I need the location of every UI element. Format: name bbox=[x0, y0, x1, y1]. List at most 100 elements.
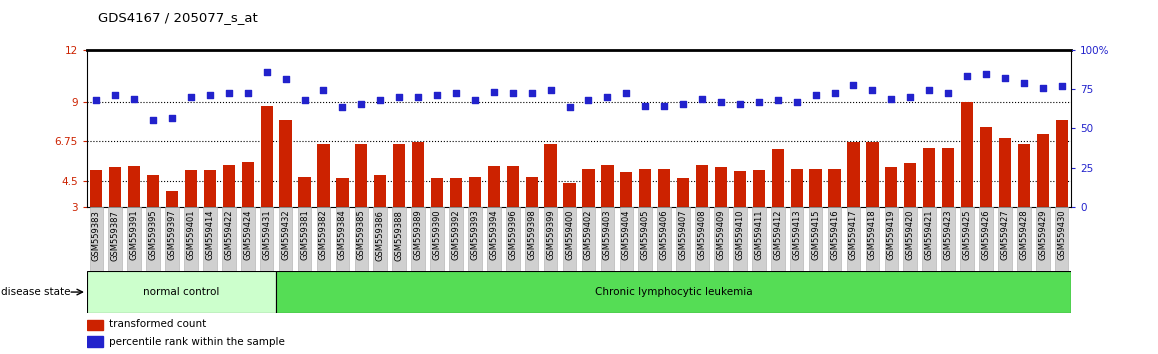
Bar bbox=[961, 102, 973, 259]
FancyBboxPatch shape bbox=[146, 207, 160, 271]
FancyBboxPatch shape bbox=[865, 207, 879, 271]
Point bbox=[239, 91, 257, 96]
Text: GSM559407: GSM559407 bbox=[679, 210, 688, 260]
Point bbox=[220, 91, 239, 96]
FancyBboxPatch shape bbox=[1055, 207, 1069, 271]
Point bbox=[617, 91, 636, 96]
Text: GSM559381: GSM559381 bbox=[300, 210, 309, 261]
FancyBboxPatch shape bbox=[87, 271, 276, 313]
Bar bbox=[677, 178, 689, 259]
FancyBboxPatch shape bbox=[431, 207, 444, 271]
Text: GSM559384: GSM559384 bbox=[338, 210, 347, 261]
FancyBboxPatch shape bbox=[184, 207, 198, 271]
Point bbox=[1053, 84, 1071, 89]
Text: GSM559429: GSM559429 bbox=[1039, 210, 1047, 260]
FancyBboxPatch shape bbox=[638, 207, 652, 271]
Bar bbox=[412, 142, 424, 259]
Text: GSM559412: GSM559412 bbox=[774, 210, 783, 260]
Bar bbox=[279, 120, 292, 259]
Point bbox=[769, 97, 787, 103]
Text: GSM559401: GSM559401 bbox=[186, 210, 196, 260]
Text: GSM559399: GSM559399 bbox=[547, 210, 555, 260]
FancyBboxPatch shape bbox=[241, 207, 255, 271]
Text: GSM559396: GSM559396 bbox=[508, 210, 518, 261]
Bar bbox=[696, 165, 709, 259]
FancyBboxPatch shape bbox=[620, 207, 633, 271]
Text: GSM559424: GSM559424 bbox=[243, 210, 252, 260]
Bar bbox=[885, 167, 897, 259]
Bar bbox=[866, 142, 879, 259]
Text: GSM559391: GSM559391 bbox=[130, 210, 139, 260]
Bar bbox=[109, 167, 122, 259]
Point bbox=[749, 99, 768, 105]
FancyBboxPatch shape bbox=[998, 207, 1012, 271]
Bar bbox=[336, 178, 349, 259]
Text: GSM559405: GSM559405 bbox=[640, 210, 650, 260]
Text: GSM559418: GSM559418 bbox=[867, 210, 877, 260]
Point bbox=[182, 94, 200, 99]
Bar bbox=[564, 183, 576, 259]
Point bbox=[504, 91, 522, 96]
Bar bbox=[582, 169, 594, 259]
FancyBboxPatch shape bbox=[771, 207, 785, 271]
FancyBboxPatch shape bbox=[166, 207, 178, 271]
Point bbox=[826, 91, 844, 96]
Bar bbox=[222, 165, 235, 259]
Point bbox=[787, 99, 806, 105]
Text: GSM559395: GSM559395 bbox=[148, 210, 157, 260]
Text: GSM559432: GSM559432 bbox=[281, 210, 291, 260]
Point bbox=[87, 97, 105, 103]
Point bbox=[579, 97, 598, 103]
Point bbox=[125, 96, 144, 101]
Point bbox=[655, 103, 674, 108]
Point bbox=[976, 71, 995, 77]
Point bbox=[257, 69, 276, 75]
Point bbox=[447, 91, 466, 96]
Bar bbox=[356, 144, 367, 259]
Bar bbox=[374, 175, 387, 259]
FancyBboxPatch shape bbox=[276, 271, 1071, 313]
Text: GSM559421: GSM559421 bbox=[925, 210, 933, 260]
FancyBboxPatch shape bbox=[373, 207, 387, 271]
Bar bbox=[506, 166, 519, 259]
Point bbox=[314, 87, 332, 93]
Text: GSM559392: GSM559392 bbox=[452, 210, 461, 260]
FancyBboxPatch shape bbox=[411, 207, 425, 271]
Text: GSM559390: GSM559390 bbox=[433, 210, 441, 260]
Text: GSM559420: GSM559420 bbox=[906, 210, 915, 260]
FancyBboxPatch shape bbox=[354, 207, 368, 271]
FancyBboxPatch shape bbox=[960, 207, 974, 271]
Text: GSM559422: GSM559422 bbox=[225, 210, 233, 260]
Text: GSM559414: GSM559414 bbox=[205, 210, 214, 260]
Point bbox=[334, 104, 352, 110]
Bar bbox=[526, 177, 537, 259]
FancyBboxPatch shape bbox=[127, 207, 141, 271]
Bar bbox=[639, 169, 652, 259]
FancyBboxPatch shape bbox=[752, 207, 765, 271]
FancyBboxPatch shape bbox=[828, 207, 842, 271]
FancyBboxPatch shape bbox=[658, 207, 670, 271]
Text: GSM559398: GSM559398 bbox=[527, 210, 536, 261]
FancyBboxPatch shape bbox=[259, 207, 273, 271]
Point bbox=[371, 97, 389, 103]
FancyBboxPatch shape bbox=[544, 207, 557, 271]
Text: GSM559423: GSM559423 bbox=[944, 210, 953, 260]
FancyBboxPatch shape bbox=[980, 207, 992, 271]
Text: GSM559408: GSM559408 bbox=[697, 210, 706, 260]
Text: GSM559416: GSM559416 bbox=[830, 210, 840, 260]
Text: GSM559409: GSM559409 bbox=[717, 210, 725, 260]
FancyBboxPatch shape bbox=[808, 207, 822, 271]
Text: GSM559426: GSM559426 bbox=[982, 210, 990, 260]
Point bbox=[674, 101, 692, 107]
Point bbox=[692, 96, 711, 101]
Point bbox=[599, 94, 617, 99]
Bar bbox=[129, 166, 140, 259]
FancyBboxPatch shape bbox=[449, 207, 463, 271]
FancyBboxPatch shape bbox=[525, 207, 538, 271]
Point bbox=[996, 75, 1014, 80]
Point bbox=[144, 117, 162, 122]
Text: GSM559383: GSM559383 bbox=[91, 210, 101, 261]
Text: GSM559402: GSM559402 bbox=[584, 210, 593, 260]
Text: GSM559417: GSM559417 bbox=[849, 210, 858, 260]
Bar bbox=[980, 127, 992, 259]
